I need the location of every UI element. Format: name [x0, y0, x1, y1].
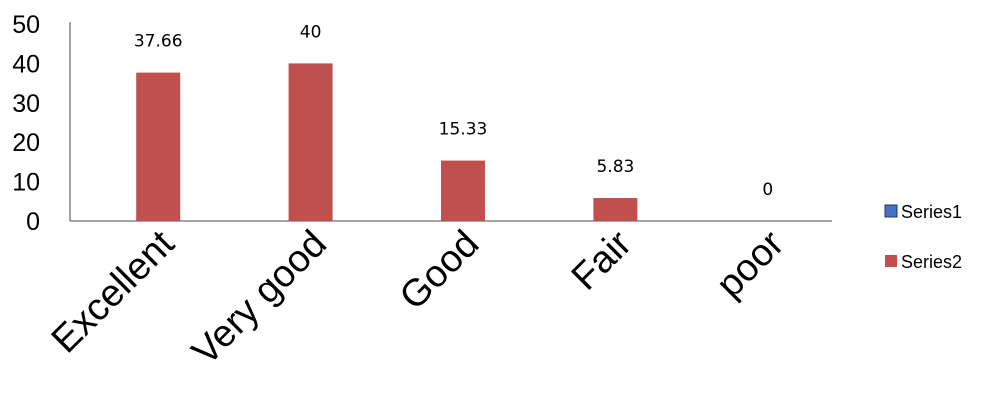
- y-tick-label: 20: [12, 129, 40, 157]
- legend-label: Series1: [901, 202, 962, 222]
- x-tick-label: Good: [392, 223, 487, 318]
- bar: [593, 198, 638, 221]
- y-tick-label: 0: [26, 208, 40, 236]
- y-tick-label: 10: [12, 169, 40, 197]
- y-tick-label: 30: [12, 90, 40, 118]
- y-tick-label: 40: [12, 50, 40, 78]
- x-tick-label: poor: [709, 222, 793, 306]
- data-label: 37.66: [134, 32, 183, 52]
- data-label: 40: [300, 22, 322, 42]
- legend-swatch: [885, 255, 897, 267]
- x-tick-label: Fair: [564, 222, 640, 298]
- x-tick-label: Very good: [184, 223, 335, 374]
- data-label: 15.33: [439, 120, 488, 140]
- legend-swatch: [884, 204, 898, 218]
- x-tick-labels: Excellent Very good Good Fair poor: [44, 222, 793, 373]
- bars: [136, 63, 638, 222]
- bar: [441, 160, 485, 221]
- legend: Series1 Series2: [884, 202, 962, 272]
- data-label: 0: [762, 180, 773, 200]
- bar: [136, 72, 181, 221]
- legend-label: Series2: [901, 252, 962, 272]
- x-tick-label: Excellent: [44, 222, 183, 361]
- data-label: 5.83: [596, 157, 634, 177]
- data-labels: 37.66 40 15.33 5.83 0: [134, 22, 773, 200]
- y-tick-label: 50: [12, 11, 40, 39]
- bar: [288, 63, 333, 222]
- y-tick-labels: 0 10 20 30 40 50: [12, 11, 40, 236]
